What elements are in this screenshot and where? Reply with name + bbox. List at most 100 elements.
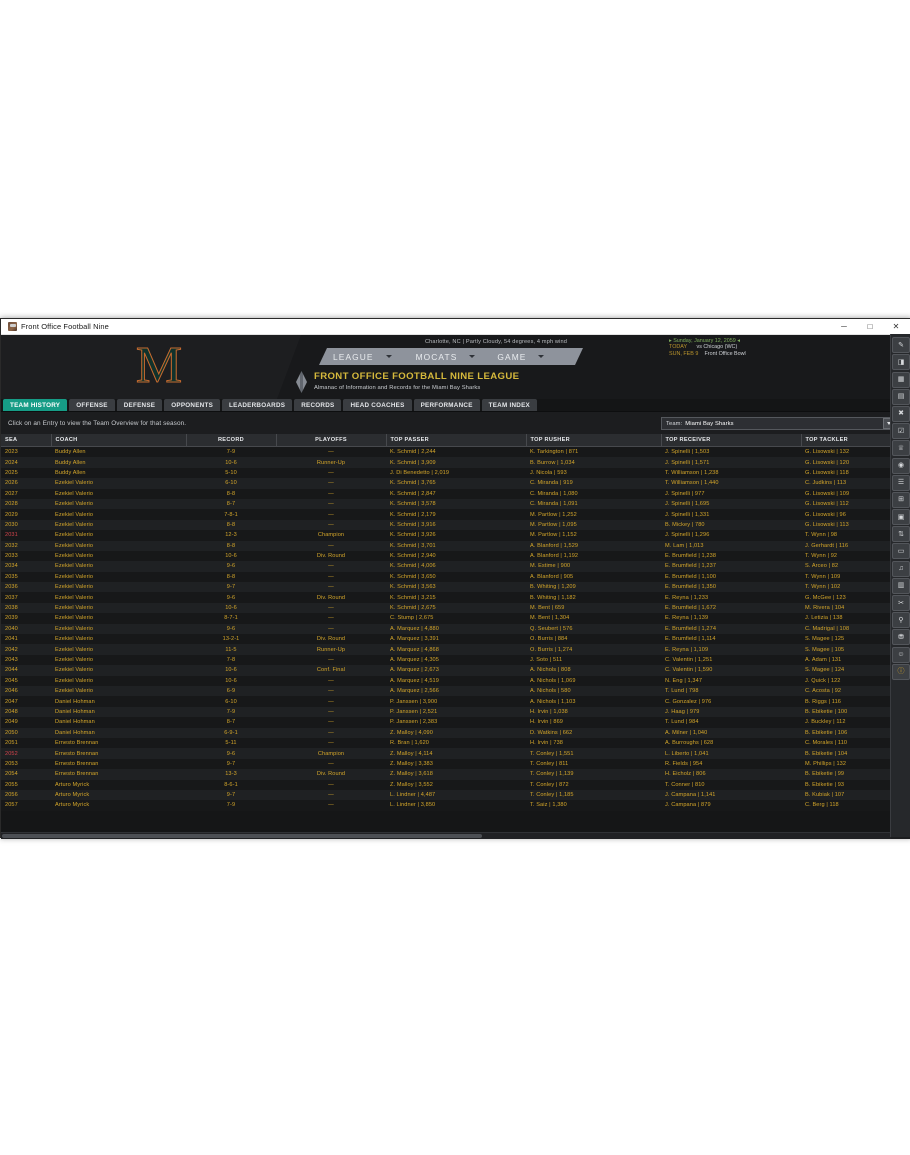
col-header-record[interactable]: RECORD	[186, 434, 277, 447]
maximize-button[interactable]: □	[867, 322, 873, 331]
top-passer-cell: K. Schmid | 3,916	[386, 519, 526, 531]
table-row[interactable]: 2028 Ezekiel Valerio 8-7— K. Schmid | 3,578…	[1, 498, 891, 510]
table-row[interactable]: 2040 Ezekiel Valerio 9-6— A. Marquez | 4,88…	[1, 623, 891, 635]
table-row[interactable]: 2042 Ezekiel Valerio 11-5 Runner-Up A. Marqu…	[1, 644, 891, 655]
table-row[interactable]: 2053 Ernesto Brennan 9-7— Z. Malloy | 3,383…	[1, 758, 891, 770]
season-cell: 2054	[1, 769, 51, 780]
playoffs-cell: —	[276, 685, 386, 697]
table-row[interactable]: 2037 Ezekiel Valerio 9-6 Div. Round K. Schmi…	[1, 592, 891, 603]
schedule-today-row[interactable]: TODAY vs Chicago (WC)	[669, 344, 746, 350]
table-row[interactable]: 2057 Arturo Myrick 7-9— L. Lindner | 3,850 T…	[1, 800, 891, 811]
season-cell: 2037	[1, 592, 51, 603]
menu-mocats[interactable]: MOCATS	[416, 348, 476, 365]
table-row[interactable]: 2036 Ezekiel Valerio 9-7— K. Schmid | 3,563…	[1, 582, 891, 593]
schedule-date-row[interactable]: ▸ Sunday, January 12, 2059 ◂	[669, 338, 746, 344]
table-row[interactable]: 2052 Ernesto Brennan 9-6 Champion Z. Malloy …	[1, 748, 891, 759]
table-row[interactable]: 2054 Ernesto Brennan 13-3 Div. Round Z. Mall…	[1, 769, 891, 780]
tab-team-history[interactable]: TEAM HISTORY	[3, 399, 68, 411]
whistle-icon[interactable]: ♫	[892, 560, 910, 577]
playoffs-cell: —	[276, 509, 386, 520]
col-header-coach[interactable]: COACH	[51, 434, 187, 447]
info-icon[interactable]: ⓘ	[892, 663, 910, 680]
table-row[interactable]: 2029 Ezekiel Valerio 7-8-1— K. Schmid | 2,1…	[1, 509, 891, 520]
top-passer-cell: L. Lindner | 3,850	[386, 800, 526, 811]
close-button[interactable]: ✕	[892, 322, 900, 331]
table-row[interactable]: 2050 Daniel Hohman 6-9-1— Z. Malloy | 4,090…	[1, 727, 891, 738]
tab-defense[interactable]: DEFENSE	[116, 399, 163, 411]
table-row[interactable]: 2023 Buddy Allen 7-9— K. Schmid | 2,244 K. T…	[1, 446, 891, 458]
panel-icon[interactable]: ▣	[892, 509, 910, 526]
clipboard-check-icon[interactable]: ☑	[892, 423, 910, 440]
grid-icon[interactable]: ⊞	[892, 491, 910, 508]
season-cell: 2030	[1, 519, 51, 531]
table-row[interactable]: 2045 Ezekiel Valerio 10-6— A. Marquez | 4,5…	[1, 675, 891, 686]
monitor-icon[interactable]: ▭	[892, 543, 910, 560]
col-header-top-passer[interactable]: TOP PASSER	[386, 434, 527, 447]
table-row[interactable]: 2031 Ezekiel Valerio 12-3 Champion K. Schmid…	[1, 530, 891, 541]
top-rusher-cell: C. Miranda | 919	[526, 478, 661, 489]
col-header-top-rusher[interactable]: TOP RUSHER	[526, 434, 662, 447]
tools-icon[interactable]: ✂	[892, 595, 910, 611]
playoffs-cell: —	[276, 779, 386, 790]
book-icon[interactable]: ▥	[892, 577, 910, 594]
table-row[interactable]: 2025 Buddy Allen 5-10— J. Di Benedetto | 2,…	[1, 467, 891, 479]
minimize-button[interactable]: ─	[841, 322, 847, 331]
col-header-playoffs[interactable]: PLAYOFFS	[276, 434, 387, 447]
horizontal-scrollbar[interactable]	[1, 832, 891, 839]
table-row[interactable]: 2030 Ezekiel Valerio 8-8— K. Schmid | 3,916…	[1, 519, 891, 531]
person-icon[interactable]: ☺	[892, 646, 910, 663]
tab-leaderboards[interactable]: LEADERBOARDS	[222, 399, 293, 411]
table-row[interactable]: 2046 Ezekiel Valerio 6-9— A. Marquez | 2,56…	[1, 685, 891, 697]
table-row[interactable]: 2041 Ezekiel Valerio 13-2-1 Div. Round A. Ma…	[1, 634, 891, 645]
tab-offense[interactable]: OFFENSE	[69, 399, 115, 411]
eye-icon[interactable]: ◉	[892, 457, 910, 474]
menu-game[interactable]: GAME	[497, 348, 544, 365]
table-row[interactable]: 2049 Daniel Hohman 8-7— P. Janssen | 2,383 H…	[1, 717, 891, 728]
table-row[interactable]: 2039 Ezekiel Valerio 8-7-1— C. Stump | 2,67…	[1, 613, 891, 624]
season-cell: 2056	[1, 789, 51, 801]
table-row[interactable]: 2051 Ernesto Brennan 5-11— R. Bran | 1,620 H…	[1, 737, 891, 749]
col-header-top-tackler[interactable]: TOP TACKLER	[801, 434, 891, 447]
team-select-dropdown[interactable]: Team: Miami Bay Sharks	[661, 417, 897, 430]
trophy-icon[interactable]: ♕	[892, 440, 910, 457]
table-row[interactable]: 2043 Ezekiel Valerio 7-8— A. Marquez | 4,30…	[1, 654, 891, 666]
table-row[interactable]: 2055 Arturo Myrick 8-6-1— Z. Malloy | 3,552…	[1, 779, 891, 790]
calendar-icon[interactable]: ▦	[892, 371, 910, 388]
table-row[interactable]: 2033 Ezekiel Valerio 10-6 Div. Round K. Schm…	[1, 550, 891, 562]
tab-performance[interactable]: PERFORMANCE	[413, 399, 480, 411]
search-icon[interactable]: ⚲	[892, 612, 910, 629]
chart-icon[interactable]: ◨	[892, 354, 910, 371]
top-tackler-cell: T. Wynn | 92	[801, 550, 891, 562]
playoffs-cell: Conf. Final	[276, 665, 386, 676]
table-row[interactable]: 2056 Arturo Myrick 9-7— L. Lindner | 4,487 T…	[1, 789, 891, 801]
table-row[interactable]: 2032 Ezekiel Valerio 8-8— K. Schmid | 3,701…	[1, 540, 891, 551]
team-select-label: Team:	[666, 420, 683, 427]
pencil-icon[interactable]: ✎	[892, 337, 910, 354]
tab-team-index[interactable]: TEAM INDEX	[481, 399, 537, 411]
table-row[interactable]: 2024 Buddy Allen 10-6 Runner-Up K. Schmid | …	[1, 457, 891, 468]
col-header-top-receiver[interactable]: TOP RECEIVER	[661, 434, 802, 447]
exchange-icon[interactable]: ⇅	[892, 526, 910, 543]
tab-records[interactable]: RECORDS	[294, 399, 342, 411]
close-x-icon[interactable]: ✖	[892, 405, 910, 422]
playoffs-cell: Div. Round	[276, 550, 386, 562]
table-row[interactable]: 2035 Ezekiel Valerio 8-8— K. Schmid | 3,650…	[1, 571, 891, 583]
tab-opponents[interactable]: OPPONENTS	[164, 399, 221, 411]
table-row[interactable]: 2048 Daniel Hohman 7-9— P. Janssen | 2,521 H…	[1, 706, 891, 718]
table-row[interactable]: 2027 Ezekiel Valerio 8-8— K. Schmid | 2,847…	[1, 488, 891, 499]
coach-cell: Daniel Hohman	[51, 717, 186, 728]
top-tackler-cell: B. Ebiketie | 106	[801, 727, 891, 738]
list-icon[interactable]: ☰	[892, 474, 910, 491]
table-row[interactable]: 2034 Ezekiel Valerio 9-6— K. Schmid | 4,006…	[1, 561, 891, 572]
cart-icon[interactable]: ⛃	[892, 629, 910, 646]
menu-league[interactable]: LEAGUE	[333, 348, 392, 365]
record-cell: 8-7	[186, 498, 276, 510]
tab-head-coaches[interactable]: HEAD COACHES	[343, 399, 412, 411]
schedule-next-row[interactable]: SUN, FEB 9 Front Office Bowl	[669, 351, 746, 357]
table-row[interactable]: 2044 Ezekiel Valerio 10-6 Conf. Final A. Mar…	[1, 665, 891, 676]
table-row[interactable]: 2026 Ezekiel Valerio 6-10— K. Schmid | 3,76…	[1, 478, 891, 489]
table-row[interactable]: 2047 Daniel Hohman 6-10— P. Janssen | 3,900…	[1, 696, 891, 707]
table-row[interactable]: 2038 Ezekiel Valerio 10-6— K. Schmid | 2,67…	[1, 602, 891, 614]
document-icon[interactable]: ▤	[892, 388, 910, 405]
col-header-sea[interactable]: SEA	[1, 434, 52, 447]
